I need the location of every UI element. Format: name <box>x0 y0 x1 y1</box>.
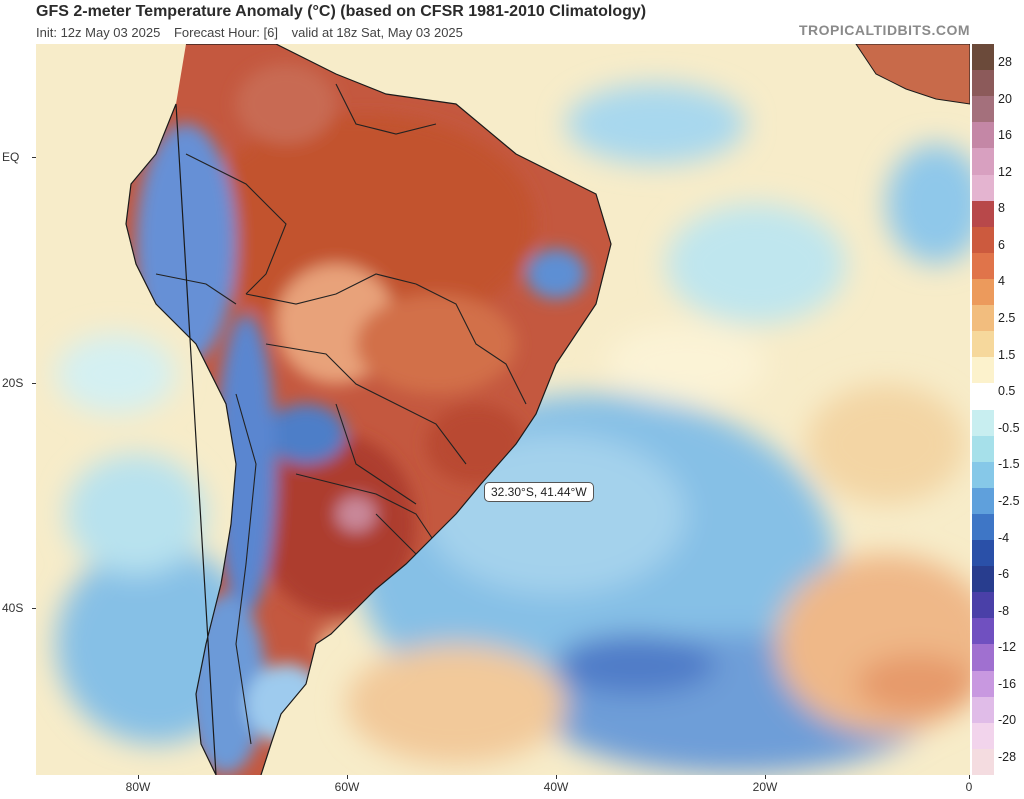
colorbar-tick-label: -16 <box>998 676 1017 691</box>
lat-tick <box>32 608 36 609</box>
lon-tick <box>556 775 557 779</box>
colorbar-tick-label: 28 <box>998 55 1012 69</box>
colorbar-segment <box>972 331 994 358</box>
colorbar-segment <box>972 461 994 489</box>
colorbar-segment <box>972 592 994 619</box>
colorbar-segment <box>972 618 994 645</box>
lon-label-40w: 40W <box>543 780 569 794</box>
colorbar-segment <box>972 70 994 97</box>
colorbar-segment <box>972 696 994 724</box>
colorbar <box>972 44 994 776</box>
colorbar-segment <box>972 644 994 672</box>
colorbar-segment <box>972 748 994 776</box>
colorbar-tick-label: 4 <box>998 274 1005 289</box>
colorbar-tick-label: 6 <box>998 237 1005 252</box>
colorbar-tick-label: 8 <box>998 201 1005 216</box>
colorbar-segment <box>972 226 994 254</box>
lon-tick <box>969 775 970 779</box>
anomaly-map[interactable] <box>36 44 970 775</box>
lon-tick <box>347 775 348 779</box>
colorbar-segment <box>972 174 994 202</box>
colorbar-tick-label: -1.5 <box>998 457 1020 472</box>
lat-tick <box>32 157 36 158</box>
colorbar-tick-label: 0.5 <box>998 384 1016 399</box>
colorbar-segment <box>972 409 994 437</box>
colorbar-tick-label: -4 <box>998 530 1010 545</box>
colorbar-segment <box>972 566 994 593</box>
cursor-coordinate-tooltip: 32.30°S, 41.44°W <box>484 482 594 502</box>
colorbar-segment <box>972 722 994 750</box>
colorbar-segment <box>972 148 994 176</box>
colorbar-segment <box>972 200 994 228</box>
lon-label-80w: 80W <box>125 780 151 794</box>
chart-header: GFS 2-meter Temperature Anomaly (°C) (ba… <box>0 0 1024 44</box>
colorbar-segment <box>972 383 994 410</box>
colorbar-segment <box>972 305 994 332</box>
colorbar-tick-label: 12 <box>998 164 1012 179</box>
colorbar-segment <box>972 435 994 463</box>
brand-watermark[interactable]: TROPICALTIDBITS.COM <box>798 22 970 38</box>
chart-subtitle: Init: 12z May 03 2025 Forecast Hour: [6]… <box>36 25 473 40</box>
lat-label-20s: 20S <box>2 376 24 390</box>
colorbar-tick-label: -2.5 <box>998 493 1020 508</box>
colorbar-segment <box>972 96 994 123</box>
valid-time: valid at 18z Sat, May 03 2025 <box>291 25 463 40</box>
colorbar-tick-label: 16 <box>998 128 1012 143</box>
lat-label-40s: 40S <box>2 601 24 615</box>
colorbar-tick-label: 20 <box>998 91 1012 106</box>
lat-tick <box>32 383 36 384</box>
lon-tick <box>765 775 766 779</box>
forecast-hour: Forecast Hour: [6] <box>173 25 278 40</box>
colorbar-tick-label: -28 <box>998 750 1017 764</box>
map-field <box>36 44 970 775</box>
lon-label-20w: 20W <box>752 780 778 794</box>
colorbar-segment <box>972 122 994 149</box>
colorbar-tick-label: -20 <box>998 713 1017 728</box>
colorbar-tick-label: -0.5 <box>998 420 1020 435</box>
init-time: Init: 12z May 03 2025 <box>36 25 161 40</box>
colorbar-tick-label: -6 <box>998 567 1010 582</box>
lon-label-0: 0 <box>965 780 973 794</box>
colorbar-segment <box>972 540 994 567</box>
lon-label-60w: 60W <box>334 780 360 794</box>
colorbar-segment <box>972 278 994 306</box>
colorbar-tick-label: 2.5 <box>998 311 1016 326</box>
lat-label-eq: EQ <box>2 150 20 164</box>
colorbar-tick-label: -8 <box>998 603 1010 618</box>
colorbar-tick-label: -12 <box>998 640 1017 655</box>
chart-title: GFS 2-meter Temperature Anomaly (°C) (ba… <box>36 3 647 20</box>
colorbar-segment <box>972 357 994 384</box>
colorbar-tick-label: 1.5 <box>998 347 1016 362</box>
colorbar-segment <box>972 487 994 515</box>
colorbar-segment <box>972 513 994 541</box>
colorbar-segment <box>972 44 994 71</box>
colorbar-segment <box>972 252 994 280</box>
colorbar-segment <box>972 670 994 698</box>
lon-tick <box>138 775 139 779</box>
